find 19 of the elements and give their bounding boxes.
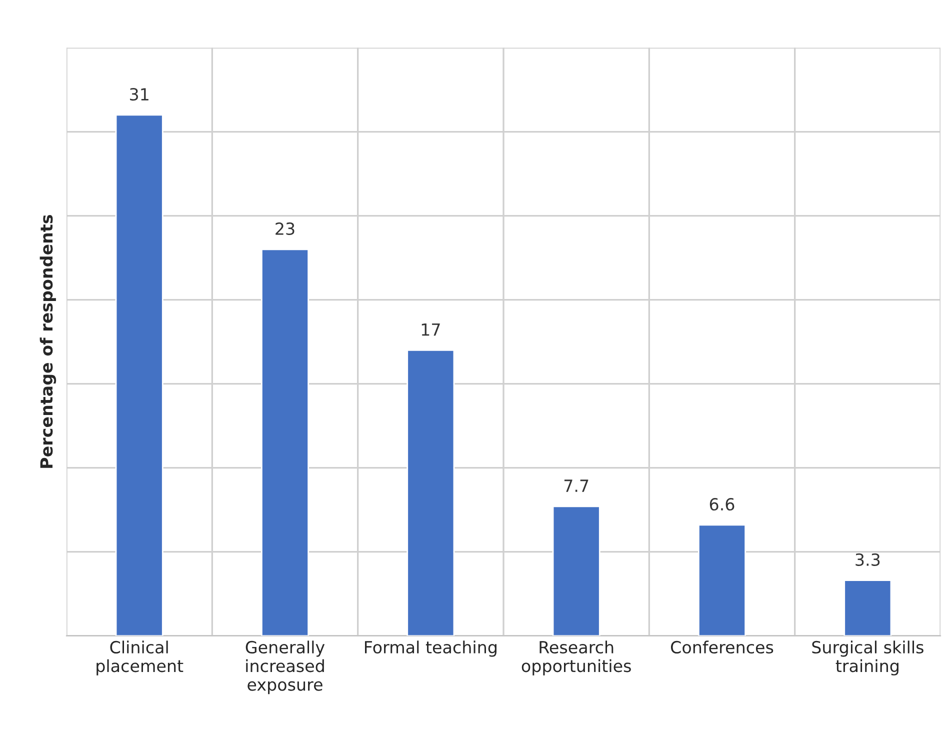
- data-label: 3.3: [856, 553, 880, 566]
- bar: [406, 349, 455, 636]
- x-tick-label: Formal teaching: [364, 640, 496, 657]
- data-label: 31: [130, 88, 148, 101]
- bar: [261, 248, 309, 636]
- data-label: 7.7: [564, 480, 588, 492]
- data-label: 23: [276, 222, 294, 236]
- x-tick-label: Clinical placement: [96, 640, 184, 676]
- x-tick-label: Conferences: [670, 640, 774, 654]
- bar: [552, 506, 600, 636]
- y-axis-title: Percentage of respondents: [40, 214, 56, 468]
- bar: [115, 114, 164, 636]
- bar: [698, 524, 746, 636]
- data-label: 6.6: [710, 498, 734, 511]
- bar: [844, 580, 892, 636]
- data-label: 17: [422, 323, 440, 336]
- x-tick-label: Surgical skills training: [812, 640, 924, 676]
- x-tick-label: Research opportunities: [522, 640, 631, 676]
- x-tick-label: Generally increased exposure: [246, 640, 325, 694]
